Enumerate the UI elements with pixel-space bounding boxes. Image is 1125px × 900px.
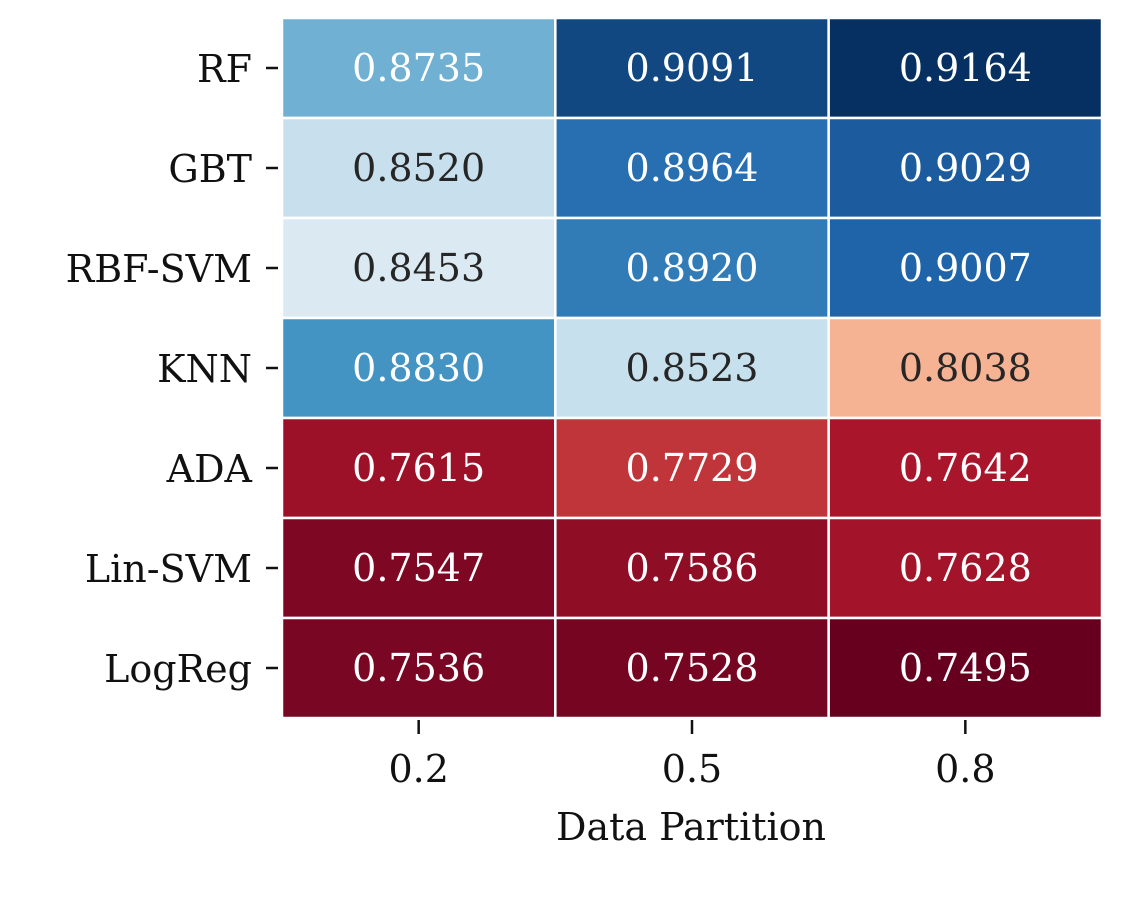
cell-value-label-rbf-svm-0-8: 0.9007 xyxy=(899,246,1032,290)
heatmap-cell-ada-0-5 xyxy=(554,416,830,520)
y-tick-label-rbf-svm: RBF-SVM xyxy=(66,247,252,291)
cell-value-label-knn-0-5: 0.8523 xyxy=(626,346,759,390)
y-tick-label-logreg: LogReg xyxy=(104,647,252,691)
cell-value-label-ada-0-5: 0.7729 xyxy=(626,446,759,490)
heatmap-cell-rf-0-8 xyxy=(827,16,1104,120)
cell-value-label-lin-svm-0-8: 0.7628 xyxy=(899,546,1032,590)
heatmap-cells: 0.8735 0.9091 0.9164 0.8520 0.8964 0.9029 0.84… xyxy=(280,16,1104,720)
cell-value-label-lin-svm-0-2: 0.7547 xyxy=(352,546,485,590)
cell-value-label-gbt-0-5: 0.8964 xyxy=(626,146,759,190)
y-axis: RF GBT RBF-SVM KNN ADA Lin-SVM LogReg xyxy=(66,47,278,691)
y-tick-label-rf: RF xyxy=(197,47,252,91)
cell-value-label-logreg-0-2: 0.7536 xyxy=(352,646,485,690)
heatmap-cell-lin-svm-0-2 xyxy=(280,516,557,620)
cell-value-label-ada-0-2: 0.7615 xyxy=(352,446,485,490)
heatmap-cell-logreg-0-2 xyxy=(280,616,557,720)
cell-value-label-lin-svm-0-5: 0.7586 xyxy=(626,546,759,590)
x-tick-label-0-8: 0.8 xyxy=(935,747,995,791)
heatmap-cell-gbt-0-8 xyxy=(827,116,1104,220)
cell-value-label-rf-0-8: 0.9164 xyxy=(899,46,1032,90)
cell-value-label-rf-0-5: 0.9091 xyxy=(626,46,759,90)
x-tick-label-0-5: 0.5 xyxy=(662,747,722,791)
cell-value-label-rf-0-2: 0.8735 xyxy=(352,46,485,90)
cell-value-label-rbf-svm-0-5: 0.8920 xyxy=(626,246,759,290)
cell-value-label-ada-0-8: 0.7642 xyxy=(899,446,1032,490)
cell-value-label-gbt-0-8: 0.9029 xyxy=(899,146,1032,190)
heatmap-cell-rbf-svm-0-5 xyxy=(554,216,830,320)
y-tick-label-lin-svm: Lin-SVM xyxy=(85,547,252,591)
heatmap-cell-rf-0-2 xyxy=(280,16,557,120)
cell-value-label-logreg-0-8: 0.7495 xyxy=(899,646,1032,690)
heatmap-cell-knn-0-8 xyxy=(827,316,1104,420)
heatmap-cell-lin-svm-0-8 xyxy=(827,516,1104,620)
heatmap-cell-lin-svm-0-5 xyxy=(554,516,830,620)
cell-value-label-gbt-0-2: 0.8520 xyxy=(352,146,485,190)
cell-value-label-logreg-0-5: 0.7528 xyxy=(626,646,759,690)
cell-value-label-knn-0-8: 0.8038 xyxy=(899,346,1032,390)
heatmap-cell-knn-0-2 xyxy=(280,316,557,420)
y-tick-label-knn: KNN xyxy=(157,347,252,391)
cell-value-label-rbf-svm-0-2: 0.8453 xyxy=(352,246,485,290)
x-tick-label-0-2: 0.2 xyxy=(388,747,448,791)
heatmap-cell-logreg-0-8 xyxy=(827,616,1104,720)
cell-value-label-knn-0-2: 0.8830 xyxy=(352,346,485,390)
y-tick-label-gbt: GBT xyxy=(168,147,252,191)
heatmap-cell-rf-0-5 xyxy=(554,16,830,120)
x-axis-title: Data Partition xyxy=(556,805,826,849)
heatmap-cell-logreg-0-5 xyxy=(554,616,830,720)
y-tick-label-ada: ADA xyxy=(166,447,253,491)
x-axis: 0.2 0.5 0.8 xyxy=(388,720,996,791)
